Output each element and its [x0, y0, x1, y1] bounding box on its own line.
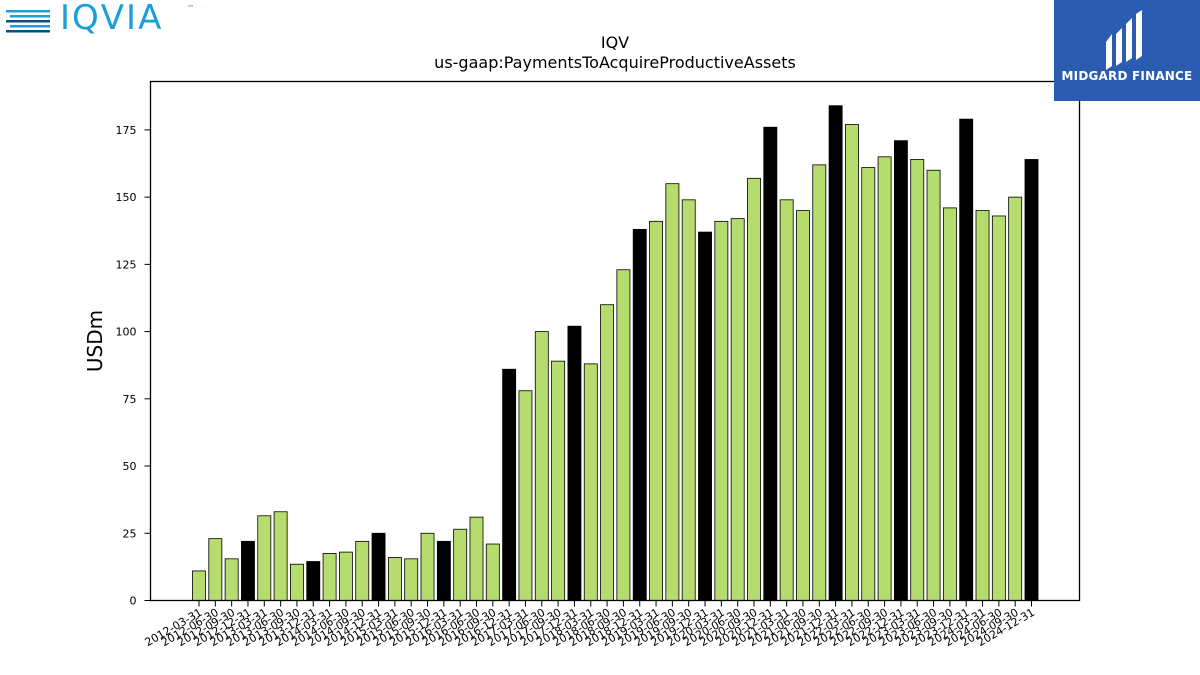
bar-2023-06-30 — [926, 169, 941, 601]
bar-2015-09-30 — [420, 532, 435, 601]
bar-2018-12-31 — [632, 228, 647, 601]
bar-2015-06-30 — [404, 558, 419, 601]
bar-2022-09-30 — [877, 156, 892, 601]
bar-2017-03-31 — [518, 390, 533, 601]
bar-2013-03-31 — [257, 515, 272, 601]
bar-2024-09-30 — [1008, 196, 1023, 601]
y-tick-label: 50 — [123, 460, 137, 473]
bar-2013-09-30 — [290, 563, 304, 601]
bar-2019-09-30 — [681, 199, 696, 601]
bar-2016-03-31 — [453, 528, 468, 601]
bar-2016-06-30 — [469, 516, 484, 601]
bar-2021-03-31 — [779, 199, 794, 601]
y-tick-label: 150 — [116, 191, 137, 204]
bar-2020-09-30 — [747, 177, 761, 601]
bar-2023-09-30 — [942, 207, 957, 601]
bar-2014-03-31 — [322, 553, 337, 601]
plot-frame — [149, 80, 1081, 602]
chart-subtitle: us-gaap:PaymentsToAcquireProductiveAsset… — [434, 53, 796, 72]
midgard-logo-text: MIDGARD FINANCE — [1061, 69, 1193, 83]
bar-2012-03-31 — [192, 570, 206, 601]
iqvia-lines-icon — [6, 10, 50, 33]
chart-title: IQV — [601, 33, 629, 52]
bar-2019-12-31 — [698, 231, 712, 601]
bar-2023-12-31 — [959, 118, 974, 601]
bar-2018-03-31 — [583, 363, 598, 601]
bar-2021-06-30 — [796, 210, 810, 601]
bar-2018-06-30 — [600, 304, 615, 601]
y-tick-label: 100 — [116, 326, 137, 339]
bar-2024-06-30 — [991, 215, 1006, 601]
bar-2013-12-31 — [306, 561, 321, 601]
x-axis-ticks: 2012-03-312012-06-302012-09-302012-12-31… — [143, 600, 1037, 649]
bar-2016-09-30 — [485, 543, 500, 601]
bar-2017-06-30 — [534, 331, 549, 601]
y-tick-label: 125 — [116, 258, 137, 271]
bar-2021-12-31 — [828, 105, 843, 601]
y-axis-label: USDm — [83, 310, 107, 372]
y-tick-label: 0 — [130, 595, 137, 608]
bar-2019-03-31 — [649, 220, 663, 601]
bar-2024-03-31 — [975, 210, 990, 601]
bar-2022-03-31 — [845, 124, 859, 601]
bar-2024-12-31 — [1024, 159, 1039, 601]
bar-2020-12-31 — [763, 126, 778, 601]
midgard-finance-logo: MIDGARD FINANCE — [1054, 0, 1200, 101]
iqvia-logo-text: IQVIA — [60, 0, 164, 38]
trademark-mark: ™ — [187, 4, 194, 12]
bar-2021-09-30 — [812, 164, 827, 601]
bar-2015-03-31 — [387, 557, 402, 601]
bar-2017-09-30 — [551, 360, 566, 601]
bar-2018-09-30 — [616, 269, 631, 601]
bar-2012-06-30 — [208, 538, 223, 601]
bar-2014-09-30 — [355, 540, 370, 601]
bar-2019-06-30 — [665, 183, 680, 601]
bar-2020-06-30 — [730, 218, 745, 601]
bar-2022-06-30 — [861, 167, 876, 601]
y-tick-label: 175 — [116, 124, 137, 137]
y-axis-ticks: 0 25 50 75 100 125 150 175 — [116, 124, 151, 608]
bar-2012-12-31 — [241, 540, 255, 601]
bar-2013-06-30 — [273, 511, 288, 601]
bar-2014-12-31 — [371, 532, 386, 601]
iqvia-logo: IQVIA ™ — [4, 0, 204, 42]
bar-2017-12-31 — [567, 325, 582, 601]
bar-2022-12-31 — [893, 140, 908, 601]
y-tick-label: 25 — [123, 527, 137, 540]
bar-2023-03-31 — [910, 159, 925, 601]
bar-2020-03-31 — [714, 220, 729, 601]
bar-2016-12-31 — [502, 368, 517, 601]
midgard-logo-mark-icon — [1054, 0, 1200, 101]
bar-2015-12-31 — [436, 540, 451, 601]
bars-group — [192, 105, 1039, 601]
y-tick-label: 75 — [123, 393, 137, 406]
bar-2014-06-30 — [338, 551, 353, 601]
bar-2012-09-30 — [224, 558, 239, 601]
